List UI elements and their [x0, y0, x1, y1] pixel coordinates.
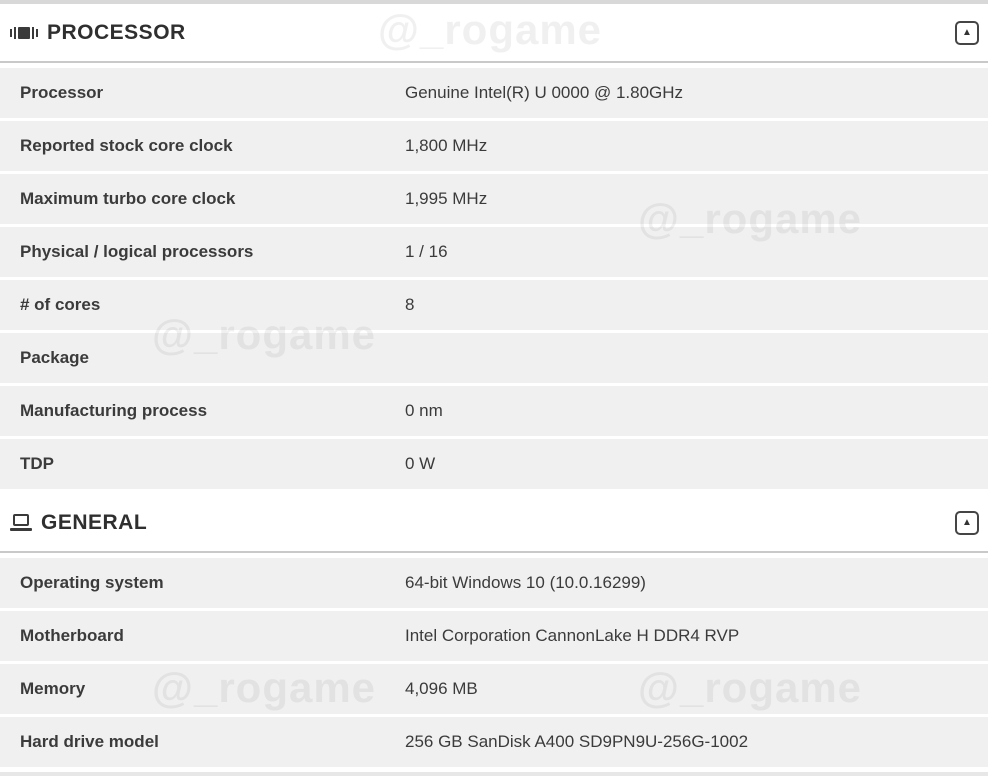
- spec-value: 4,096 MB: [405, 679, 478, 698]
- spec-value: 1,995 MHz: [405, 189, 488, 208]
- previous-row-edge: [0, 0, 988, 4]
- spec-row: Maximum turbo core clock 1,995 MHz: [0, 174, 988, 224]
- laptop-icon: [10, 514, 32, 531]
- processor-spec-rows: Processor Genuine Intel(R) U 0000 @ 1.80G…: [0, 68, 988, 489]
- spec-row: Physical / logical processors 1 / 16: [0, 227, 988, 277]
- chevron-up-icon: ▲: [962, 516, 972, 528]
- spec-value: 256 GB SanDisk A400 SD9PN9U-256G-1002: [405, 732, 749, 751]
- spec-value: 1,800 MHz: [405, 136, 488, 155]
- collapse-processor-button[interactable]: ▲: [955, 20, 979, 45]
- spec-label: Operating system: [20, 573, 164, 592]
- spec-row: Processor Genuine Intel(R) U 0000 @ 1.80G…: [0, 68, 988, 118]
- spec-row: TDP 0 W: [0, 439, 988, 489]
- spec-row: Memory 4,096 MB: [0, 664, 988, 714]
- spec-label: Physical / logical processors: [20, 242, 254, 261]
- spec-label: Processor: [20, 83, 104, 102]
- general-spec-rows: Operating system 64-bit Windows 10 (10.0.…: [0, 558, 988, 767]
- spec-value: 0 nm: [405, 401, 443, 420]
- spec-label: Package: [20, 348, 89, 367]
- section-title-general: GENERAL: [41, 510, 148, 534]
- cpu-icon: [10, 24, 38, 42]
- spec-row: Operating system 64-bit Windows 10 (10.0.…: [0, 558, 988, 608]
- spec-value: 64-bit Windows 10 (10.0.16299): [405, 573, 646, 592]
- section-title-processor: PROCESSOR: [47, 20, 186, 44]
- spec-value: Genuine Intel(R) U 0000 @ 1.80GHz: [405, 83, 684, 102]
- spec-value: Intel Corporation CannonLake H DDR4 RVP: [405, 626, 740, 645]
- spec-row: Package: [0, 333, 988, 383]
- spec-label: Motherboard: [20, 626, 124, 645]
- section-header-general: GENERAL ▲: [0, 494, 988, 553]
- section-processor: PROCESSOR ▲ Processor Genuine Intel(R) U …: [0, 4, 988, 489]
- spec-label: # of cores: [20, 295, 101, 314]
- section-general: GENERAL ▲ Operating system 64-bit Windows…: [0, 494, 988, 767]
- spec-value: 0 W: [405, 454, 436, 473]
- spec-label: Maximum turbo core clock: [20, 189, 236, 208]
- collapse-general-button[interactable]: ▲: [955, 510, 979, 535]
- spec-row: Reported stock core clock 1,800 MHz: [0, 121, 988, 171]
- section-header-processor: PROCESSOR ▲: [0, 4, 988, 63]
- chevron-up-icon: ▲: [962, 26, 972, 38]
- spec-label: Reported stock core clock: [20, 136, 233, 155]
- spec-value: 1 / 16: [405, 242, 448, 261]
- spec-label: Manufacturing process: [20, 401, 208, 420]
- spec-row: Hard drive model 256 GB SanDisk A400 SD9P…: [0, 717, 988, 767]
- spec-label: Memory: [20, 679, 86, 698]
- spec-row: Motherboard Intel Corporation CannonLake …: [0, 611, 988, 661]
- next-row-edge: [0, 772, 988, 776]
- spec-value: 8: [405, 295, 415, 314]
- spec-label: TDP: [20, 454, 54, 473]
- spec-label: Hard drive model: [20, 732, 159, 751]
- spec-row: # of cores 8: [0, 280, 988, 330]
- spec-row: Manufacturing process 0 nm: [0, 386, 988, 436]
